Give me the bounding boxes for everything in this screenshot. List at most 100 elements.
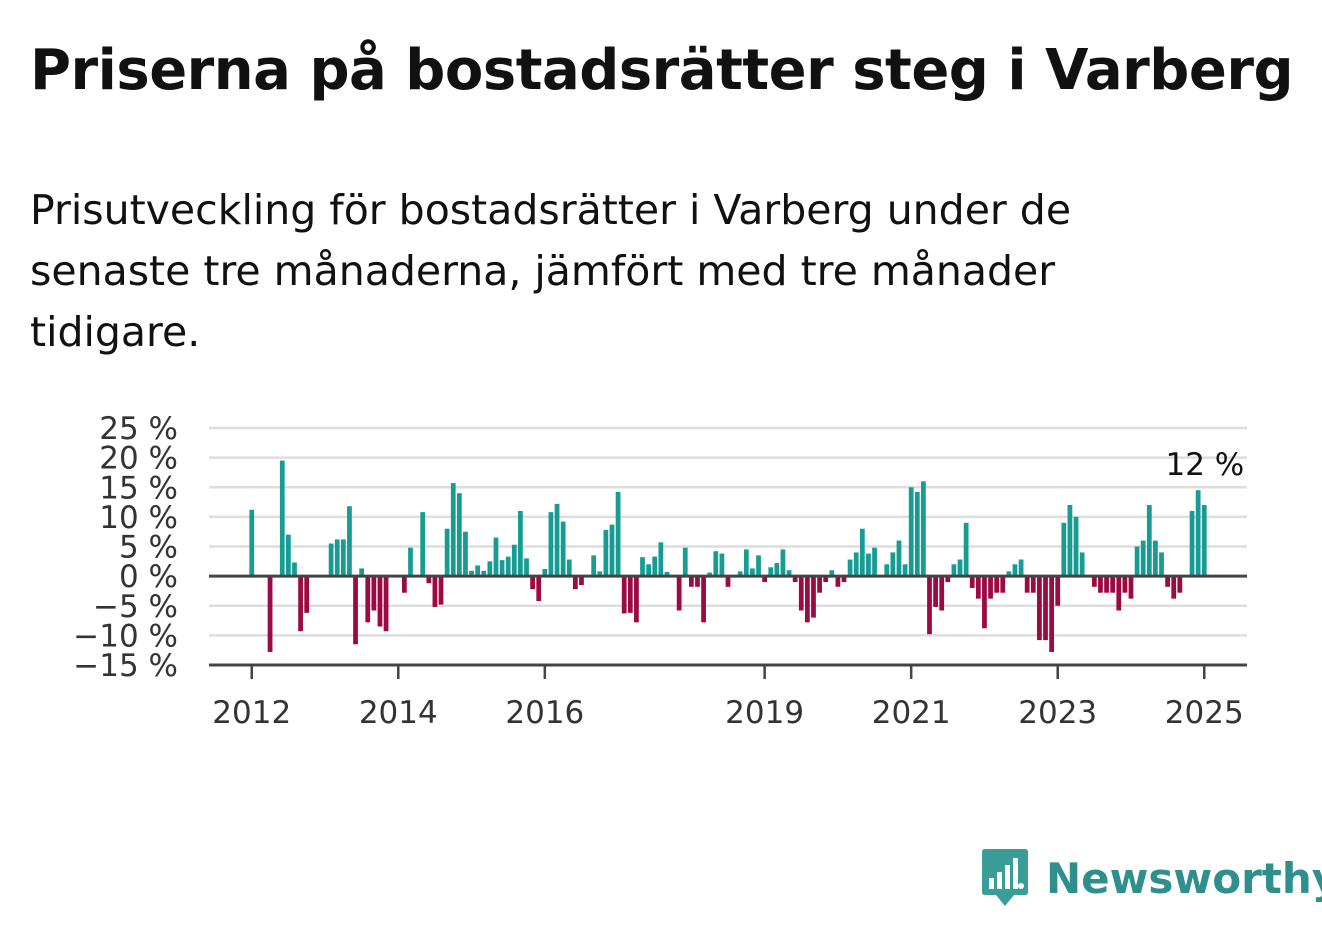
- bar: [1043, 576, 1048, 641]
- x-tick-label: 2012: [212, 695, 291, 731]
- bar: [279, 460, 285, 577]
- bar: [340, 539, 346, 577]
- bar: [1055, 576, 1061, 606]
- bar: [768, 567, 774, 577]
- bar: [701, 576, 706, 623]
- bar: [249, 509, 255, 577]
- bar: [1195, 490, 1201, 577]
- bar: [969, 576, 975, 588]
- bar: [914, 491, 920, 577]
- bar: [719, 553, 725, 577]
- y-tick-label: 25 %: [99, 411, 178, 447]
- bar: [420, 512, 426, 577]
- bar: [298, 576, 303, 632]
- bar: [652, 556, 658, 577]
- x-tick-label: 2016: [505, 695, 584, 731]
- bar: [536, 576, 542, 602]
- bar: [1091, 576, 1097, 587]
- bar: [902, 564, 908, 577]
- bar: [823, 576, 829, 583]
- bar: [939, 576, 945, 611]
- bar: [359, 568, 365, 577]
- newsworthy-logo: Newsworthy: [980, 848, 1322, 908]
- bar: [762, 576, 768, 583]
- bar: [1177, 576, 1183, 593]
- bar: [1116, 576, 1122, 611]
- bar: [975, 576, 981, 599]
- bar: [890, 552, 896, 577]
- y-tick-label: −10 %: [73, 618, 178, 654]
- bar: [365, 576, 371, 623]
- bar: [1104, 576, 1109, 593]
- bar: [292, 562, 297, 577]
- bar: [743, 549, 749, 577]
- bar: [1012, 564, 1018, 577]
- bar: [688, 576, 694, 587]
- y-tick-label: 15 %: [99, 470, 178, 506]
- bar: [835, 576, 841, 587]
- bar: [334, 539, 340, 577]
- bar: [609, 524, 615, 577]
- newsworthy-logo-icon: [982, 849, 1028, 906]
- bar: [475, 565, 481, 577]
- bar: [353, 576, 358, 645]
- bar: [560, 521, 566, 577]
- bar: [829, 570, 835, 577]
- bar: [426, 576, 432, 584]
- bar: [756, 555, 761, 577]
- bar: [640, 557, 645, 577]
- bar: [951, 564, 957, 577]
- bar: [463, 531, 468, 577]
- bar: [908, 487, 914, 577]
- bar: [1024, 576, 1030, 593]
- bar: [1128, 576, 1134, 599]
- bar: [896, 540, 902, 577]
- bar: [1134, 546, 1140, 577]
- bar: [859, 528, 865, 577]
- bar: [1153, 540, 1158, 577]
- bar: [591, 555, 597, 577]
- bar: [1079, 552, 1085, 577]
- bar: [921, 481, 926, 577]
- bar: [621, 576, 627, 614]
- bar-chart: 25 %20 %15 %10 %5 %0 %−5 %−10 %−15 % 201…: [73, 411, 1247, 731]
- y-tick-label: −15 %: [73, 648, 178, 684]
- bar: [383, 576, 389, 632]
- bar: [597, 571, 603, 577]
- chart-subtitle: Prisutveckling för bostadsrätter i Varbe…: [30, 186, 1072, 356]
- y-tick-label: 0 %: [119, 559, 178, 595]
- bar: [957, 559, 963, 577]
- bar: [524, 558, 529, 577]
- y-tick-label: −5 %: [93, 589, 178, 625]
- bar: [646, 564, 652, 577]
- bar: [1189, 510, 1195, 577]
- bar: [603, 529, 609, 577]
- bar: [811, 576, 816, 618]
- bar: [1037, 576, 1042, 641]
- bar: [750, 568, 755, 577]
- chart-title: Priserna på bostadsrätter steg i Varberg: [30, 38, 1294, 103]
- bar: [542, 569, 548, 577]
- bar: [444, 528, 450, 577]
- bar: [1030, 576, 1036, 593]
- bar: [780, 549, 786, 577]
- bar: [1165, 576, 1171, 587]
- bar: [432, 576, 438, 607]
- bar: [579, 576, 584, 586]
- bar: [988, 576, 993, 599]
- bar: [713, 551, 719, 577]
- bar: [267, 576, 273, 652]
- bar: [1201, 505, 1207, 577]
- bar: [499, 560, 505, 577]
- x-tick-label: 2014: [359, 695, 438, 731]
- bar: [963, 522, 969, 577]
- bar: [511, 544, 517, 577]
- brand-name: Newsworthy: [1046, 853, 1322, 903]
- bar: [481, 570, 487, 577]
- bar: [285, 534, 291, 577]
- bar: [438, 576, 444, 605]
- bar: [872, 547, 877, 577]
- bar: [658, 542, 664, 577]
- x-axis-ticks: 2012 2014 2016 2019 2021 2023 2025: [212, 665, 1244, 731]
- bar: [1073, 516, 1079, 577]
